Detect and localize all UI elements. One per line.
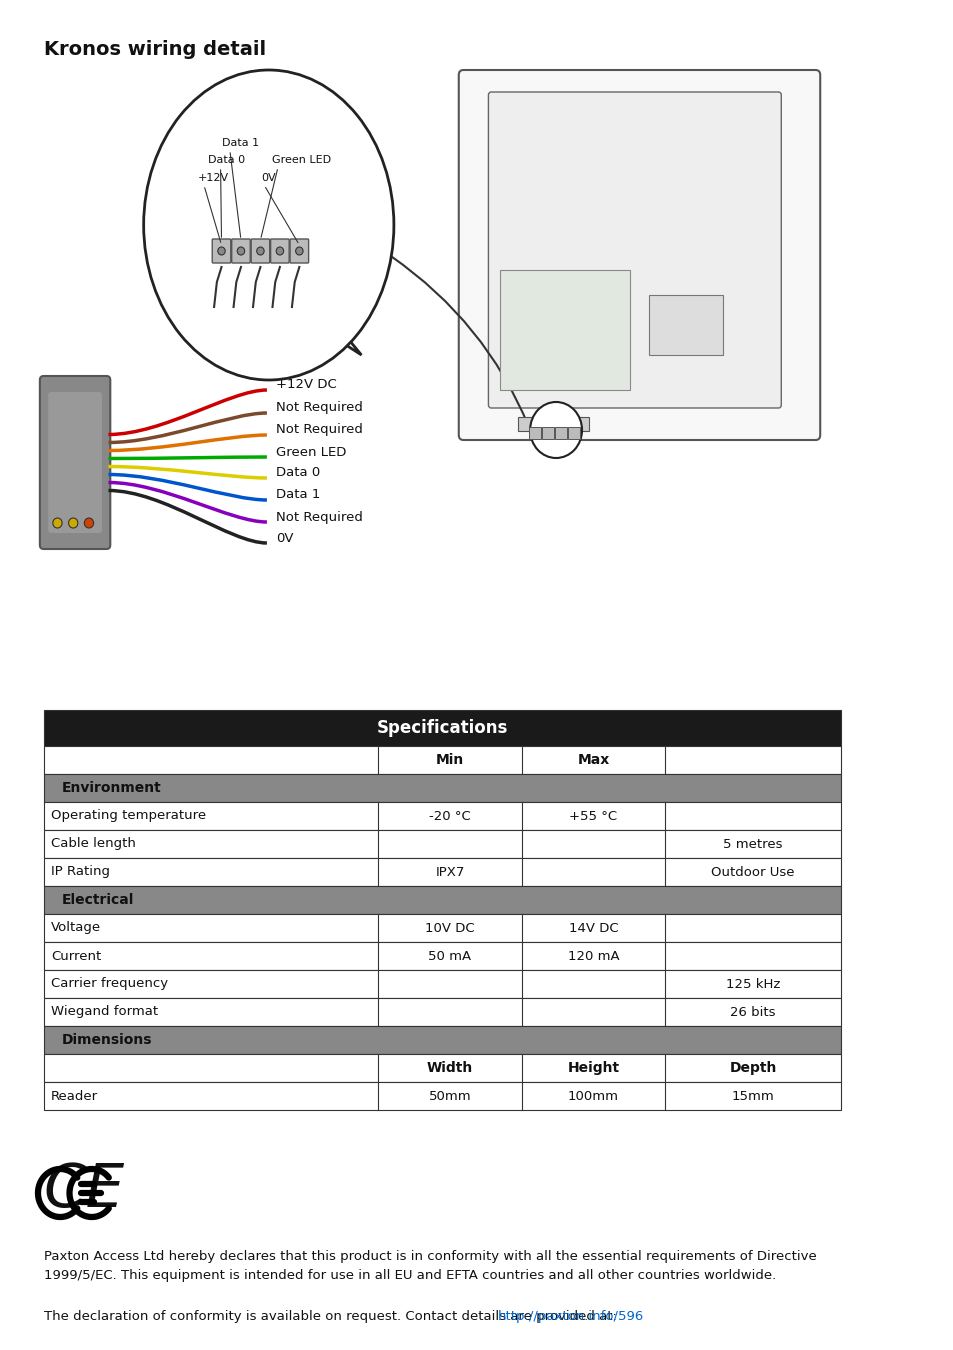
Text: +12V: +12V — [197, 173, 229, 184]
Text: Not Required: Not Required — [276, 424, 363, 436]
Text: Kronos wiring detail: Kronos wiring detail — [44, 40, 265, 59]
FancyBboxPatch shape — [232, 239, 250, 263]
Text: 5 metres: 5 metres — [722, 837, 781, 850]
Circle shape — [256, 247, 264, 255]
Text: Data 0: Data 0 — [208, 155, 245, 165]
FancyBboxPatch shape — [541, 427, 554, 439]
Text: Not Required: Not Required — [276, 510, 363, 524]
Text: Data 1: Data 1 — [276, 489, 320, 501]
Text: 10V DC: 10V DC — [425, 922, 475, 934]
Text: CE: CE — [44, 1161, 125, 1220]
Text: 50 mA: 50 mA — [428, 949, 471, 963]
FancyBboxPatch shape — [44, 886, 840, 914]
Text: Specifications: Specifications — [376, 720, 507, 737]
FancyBboxPatch shape — [44, 830, 840, 859]
Ellipse shape — [530, 402, 581, 458]
FancyBboxPatch shape — [271, 239, 289, 263]
Text: Voltage: Voltage — [51, 922, 101, 934]
Text: Paxton Access Ltd hereby declares that this product is in conformity with all th: Paxton Access Ltd hereby declares that t… — [44, 1250, 816, 1282]
Text: 15mm: 15mm — [731, 1089, 774, 1103]
FancyBboxPatch shape — [517, 417, 534, 431]
Circle shape — [84, 518, 93, 528]
Text: Width: Width — [427, 1061, 473, 1075]
Text: 120 mA: 120 mA — [567, 949, 618, 963]
Text: 26 bits: 26 bits — [729, 1006, 775, 1018]
FancyBboxPatch shape — [536, 417, 552, 431]
Text: Operating temperature: Operating temperature — [51, 810, 206, 822]
Text: The declaration of conformity is available on request. Contact details are provi: The declaration of conformity is availab… — [44, 1310, 624, 1323]
Circle shape — [295, 247, 303, 255]
FancyBboxPatch shape — [44, 914, 840, 942]
FancyBboxPatch shape — [44, 971, 840, 998]
FancyBboxPatch shape — [555, 427, 567, 439]
Text: Data 1: Data 1 — [222, 138, 259, 148]
Text: Max: Max — [577, 753, 609, 767]
Text: http://paxton.info/596: http://paxton.info/596 — [497, 1310, 643, 1323]
FancyBboxPatch shape — [573, 417, 589, 431]
FancyBboxPatch shape — [44, 747, 840, 774]
Text: Current: Current — [51, 949, 101, 963]
Text: 0V: 0V — [276, 532, 294, 544]
Text: Not Required: Not Required — [276, 401, 363, 414]
Text: Electrical: Electrical — [62, 892, 134, 907]
FancyBboxPatch shape — [251, 239, 270, 263]
FancyBboxPatch shape — [568, 427, 579, 439]
FancyBboxPatch shape — [488, 92, 781, 408]
Text: Min: Min — [436, 753, 464, 767]
Text: IP Rating: IP Rating — [51, 865, 110, 879]
Text: 100mm: 100mm — [567, 1089, 618, 1103]
Text: Carrier frequency: Carrier frequency — [51, 977, 168, 991]
Circle shape — [217, 247, 225, 255]
Text: Green LED: Green LED — [272, 155, 331, 165]
FancyBboxPatch shape — [500, 270, 630, 390]
FancyBboxPatch shape — [555, 417, 570, 431]
Text: Environment: Environment — [62, 782, 162, 795]
Circle shape — [237, 247, 244, 255]
Text: +12V DC: +12V DC — [276, 378, 336, 392]
Text: Height: Height — [567, 1061, 618, 1075]
FancyBboxPatch shape — [44, 802, 840, 830]
FancyBboxPatch shape — [40, 377, 111, 549]
FancyBboxPatch shape — [44, 774, 840, 802]
Text: 125 kHz: 125 kHz — [725, 977, 780, 991]
Text: Wiegand format: Wiegand format — [51, 1006, 158, 1018]
FancyBboxPatch shape — [44, 710, 840, 747]
Text: Depth: Depth — [728, 1061, 776, 1075]
Text: Cable length: Cable length — [51, 837, 135, 850]
Polygon shape — [324, 310, 361, 355]
Text: Outdoor Use: Outdoor Use — [710, 865, 794, 879]
Ellipse shape — [144, 70, 394, 379]
Text: Green LED: Green LED — [276, 446, 346, 459]
FancyBboxPatch shape — [49, 392, 102, 533]
Text: -20 °C: -20 °C — [429, 810, 471, 822]
Text: Dimensions: Dimensions — [62, 1033, 152, 1048]
FancyBboxPatch shape — [44, 1081, 840, 1110]
FancyBboxPatch shape — [44, 942, 840, 971]
FancyBboxPatch shape — [290, 239, 309, 263]
FancyBboxPatch shape — [44, 859, 840, 886]
Text: +55 °C: +55 °C — [569, 810, 617, 822]
Text: Data 0: Data 0 — [276, 467, 320, 479]
Text: Reader: Reader — [51, 1089, 98, 1103]
FancyBboxPatch shape — [44, 1026, 840, 1054]
FancyBboxPatch shape — [648, 296, 722, 355]
Text: 0V: 0V — [261, 173, 275, 184]
FancyBboxPatch shape — [44, 1054, 840, 1081]
Circle shape — [69, 518, 78, 528]
FancyBboxPatch shape — [212, 239, 231, 263]
Text: 50mm: 50mm — [428, 1089, 471, 1103]
Circle shape — [276, 247, 283, 255]
FancyBboxPatch shape — [458, 70, 820, 440]
FancyBboxPatch shape — [44, 998, 840, 1026]
Text: IPX7: IPX7 — [435, 865, 464, 879]
Circle shape — [52, 518, 62, 528]
Text: 14V DC: 14V DC — [568, 922, 618, 934]
FancyBboxPatch shape — [529, 427, 540, 439]
